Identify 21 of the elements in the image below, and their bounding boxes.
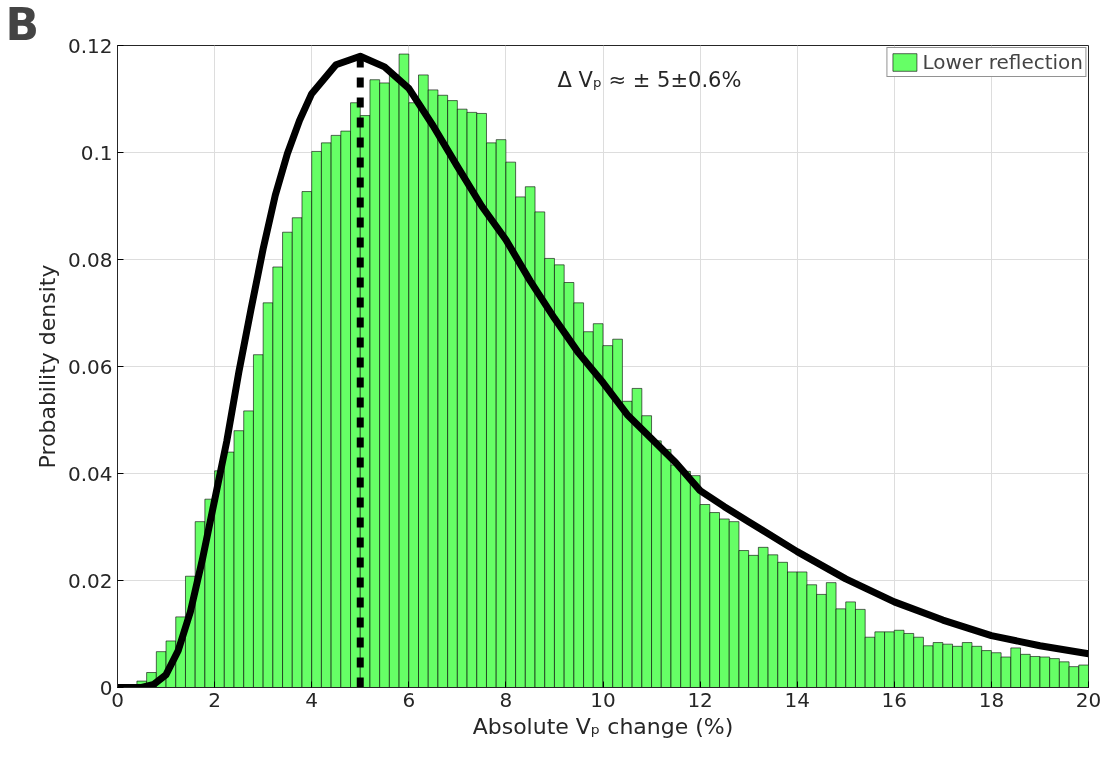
y-tick-label: 0.02 xyxy=(67,568,113,593)
x-tick-label: 20 xyxy=(1075,687,1102,712)
legend-label: Lower reflection xyxy=(922,50,1083,74)
y-tick-label: 0.1 xyxy=(80,140,113,165)
x-tick-label: 6 xyxy=(402,687,416,712)
x-tick-label: 8 xyxy=(499,687,513,712)
y-axis-title: Probability density xyxy=(34,264,60,469)
y-tick-label: 0.06 xyxy=(67,354,113,379)
y-tick-label: 0.08 xyxy=(67,247,113,272)
annotation: Δ Vₚ ≈ ± 5±0.6% xyxy=(557,67,742,92)
y-tick-label: 0.04 xyxy=(67,461,113,486)
x-tick-label: 4 xyxy=(305,687,319,712)
y-tick-label: 0.12 xyxy=(67,33,113,58)
x-tick-label: 14 xyxy=(784,687,810,712)
x-tick-label: 2 xyxy=(208,687,221,712)
x-axis-title: Absolute Vₚ change (%) xyxy=(472,713,734,739)
chart-title: B xyxy=(5,0,40,50)
x-tick-label: 12 xyxy=(687,687,713,712)
x-tick-label: 16 xyxy=(881,687,908,712)
x-tick-label: 18 xyxy=(978,687,1005,712)
x-tick-label: 10 xyxy=(590,687,616,712)
